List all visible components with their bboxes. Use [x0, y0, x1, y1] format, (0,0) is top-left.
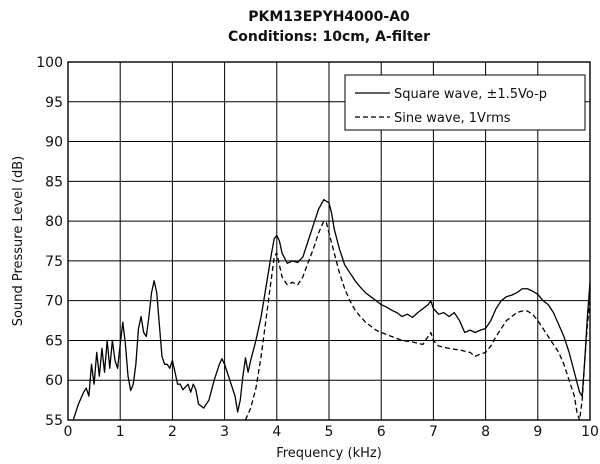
- y-tick-label-6: 85: [45, 174, 63, 190]
- x-tick-label-3: 3: [220, 424, 229, 440]
- x-tick-label-4: 4: [272, 424, 281, 440]
- x-axis-ticks: 0 1 2 3 4 5 6 7 8 9 10: [64, 424, 599, 440]
- y-tick-label-9: 100: [36, 55, 63, 71]
- y-tick-label-2: 65: [45, 333, 63, 349]
- x-tick-label-0: 0: [64, 424, 73, 440]
- x-tick-label-1: 1: [116, 424, 125, 440]
- y-tick-label-7: 90: [45, 135, 63, 151]
- x-axis-label: Frequency (kHz): [276, 446, 382, 461]
- chart-title: PKM13EPYH4000-A0: [248, 9, 410, 25]
- x-tick-label-7: 7: [429, 424, 438, 440]
- y-tick-label-1: 60: [45, 373, 63, 389]
- chart-subtitle: Conditions: 10cm, A-filter: [228, 29, 430, 45]
- x-tick-label-2: 2: [168, 424, 177, 440]
- y-axis-label: Sound Pressure Level (dB): [11, 156, 26, 326]
- y-tick-label-8: 95: [45, 95, 63, 111]
- series-line-0: [72, 198, 591, 421]
- x-tick-label-8: 8: [481, 424, 490, 440]
- legend-label-sine-wave: Sine wave, 1Vrms: [394, 111, 511, 126]
- legend: Square wave, ±1.5Vo-p Sine wave, 1Vrms: [344, 74, 586, 131]
- series-line-1: [244, 220, 591, 421]
- plot-frame: [67, 61, 591, 421]
- legend-label-square-wave: Square wave, ±1.5Vo-p: [394, 87, 547, 102]
- legend-box: [344, 74, 586, 131]
- x-tick-label-6: 6: [377, 424, 386, 440]
- y-tick-label-3: 70: [45, 294, 63, 310]
- y-tick-label-5: 80: [45, 214, 63, 230]
- y-axis-ticks: 55 60 65 70 75 80 85 90 95 100: [36, 55, 63, 429]
- y-tick-label-4: 75: [45, 254, 63, 270]
- y-tick-label-0: 55: [45, 413, 63, 429]
- x-tick-label-9: 9: [533, 424, 542, 440]
- x-tick-label-10: 10: [581, 424, 599, 440]
- x-tick-label-5: 5: [325, 424, 334, 440]
- plot-series: [72, 198, 591, 421]
